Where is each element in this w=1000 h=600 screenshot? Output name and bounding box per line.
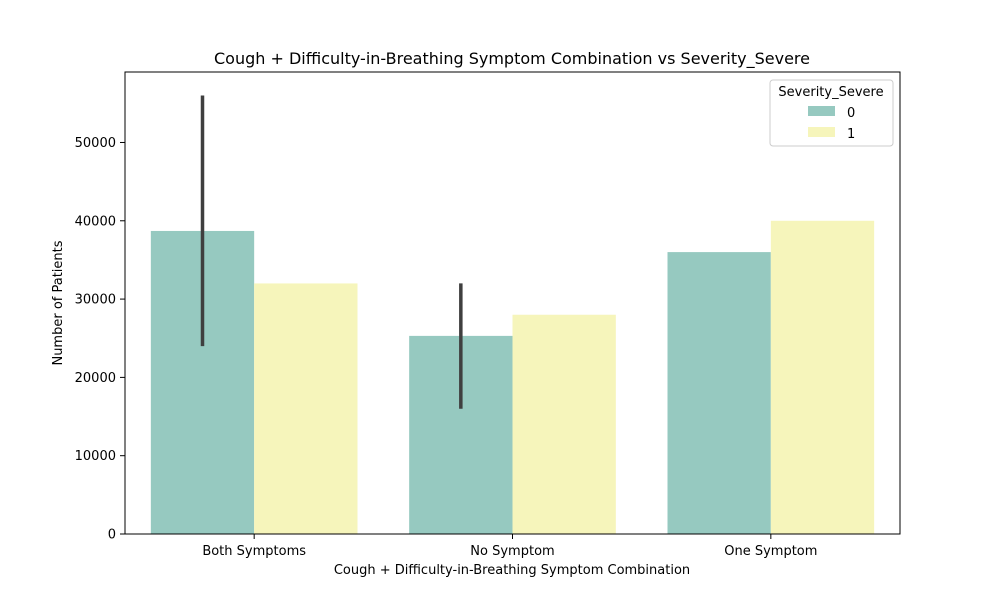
- y-axis-label: Number of Patients: [51, 240, 66, 365]
- error-bars-layer: [200, 95, 463, 409]
- x-tick-label: Both Symptoms: [202, 544, 306, 559]
- x-tick-label: One Symptom: [724, 544, 817, 559]
- legend: Severity_Severe 0 1: [769, 79, 894, 147]
- legend-swatch-1: [808, 127, 835, 137]
- y-tick-label: 20000: [75, 371, 116, 386]
- chart-title: Cough + Difficulty-in-Breathing Symptom …: [214, 49, 810, 69]
- legend-swatch-0: [808, 106, 835, 116]
- y-tick-label: 10000: [75, 449, 116, 464]
- legend-label-0: 0: [847, 106, 855, 121]
- legend-title: Severity_Severe: [778, 85, 883, 100]
- bar-3-series-1: [770, 220, 875, 534]
- bar-1-series-1: [254, 283, 358, 534]
- bars-layer: [150, 220, 875, 535]
- y-tick-label: 0: [108, 528, 116, 543]
- y-tick-label: 40000: [75, 214, 116, 229]
- y-tick-label: 30000: [75, 293, 116, 308]
- legend-label-1: 1: [847, 127, 855, 142]
- y-tick-label: 50000: [75, 136, 116, 151]
- x-axis: Both Symptoms No Symptom One Symptom: [202, 534, 817, 559]
- x-axis-label: Cough + Difficulty-in-Breathing Symptom …: [334, 563, 690, 578]
- x-tick-label: No Symptom: [470, 544, 554, 559]
- bar-2-series-1: [512, 314, 616, 534]
- bar-3-series-0: [667, 252, 771, 535]
- y-axis: 0 10000 20000 30000 40000 50000: [75, 136, 125, 543]
